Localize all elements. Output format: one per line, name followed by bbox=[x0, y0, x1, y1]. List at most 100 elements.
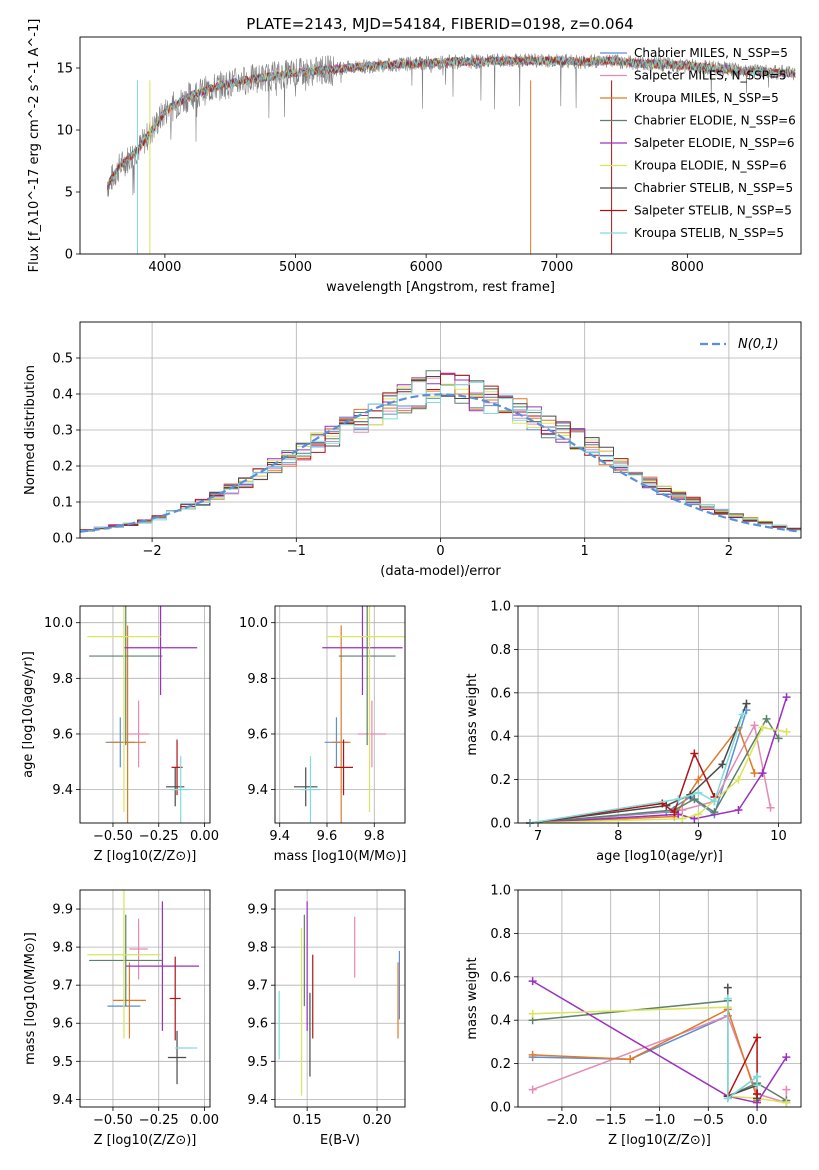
axes-frame bbox=[79, 321, 802, 539]
x-tick-label: 2 bbox=[725, 544, 733, 559]
model-spectrum bbox=[107, 55, 796, 190]
x-tick-label: 9.4 bbox=[269, 829, 290, 844]
axes-frame bbox=[79, 605, 211, 824]
y-tick-label: 0.8 bbox=[490, 643, 511, 658]
y-tick-label: 9.7 bbox=[52, 979, 73, 994]
y-tick-label: 9.8 bbox=[247, 672, 268, 687]
x-tick-label: −1.5 bbox=[595, 1113, 627, 1128]
weight-marker bbox=[694, 775, 703, 784]
x-tick-label: 4000 bbox=[148, 260, 181, 275]
weight-marker bbox=[694, 810, 703, 819]
y-tick-label: 9.8 bbox=[52, 941, 73, 956]
weight-line bbox=[529, 696, 788, 823]
y-tick-label: 9.4 bbox=[52, 783, 73, 798]
weight-marker bbox=[734, 805, 743, 814]
y-tick-label: 9.6 bbox=[247, 727, 268, 742]
weight-marker bbox=[718, 760, 727, 769]
mass-age-panel: 9.4 9.6 9.8 9.4 9.6 9.8 10.0 mass [log10(M/M⊙)] bbox=[239, 605, 406, 864]
weight-marker bbox=[762, 714, 771, 723]
weight-marker bbox=[753, 1089, 762, 1098]
y-tick-label: 5 bbox=[65, 186, 73, 201]
y-axis-label: mass weight bbox=[465, 957, 480, 1039]
x-tick-label: 9 bbox=[694, 829, 702, 844]
x-tick-label: −1 bbox=[287, 544, 306, 559]
x-tick-label: 7000 bbox=[540, 260, 573, 275]
Z-age-panel: −0.50 −0.25 0.00 9.4 9.6 9.8 10.0 Z [log10(Z/Z⊙… bbox=[21, 605, 219, 864]
y-tick-label: 0.2 bbox=[490, 1057, 511, 1072]
x-tick-label: 9.6 bbox=[317, 829, 338, 844]
x-tick-label: 10 bbox=[770, 829, 787, 844]
y-axis-label: age [log10(age/yr)] bbox=[21, 651, 36, 778]
x-tick-label: −0.5 bbox=[693, 1113, 725, 1128]
y-tick-label: 9.9 bbox=[247, 903, 268, 918]
legend-label: Salpeter STELIB, N_SSP=5 bbox=[634, 204, 792, 218]
x-axis-label: wavelength [Angstrom, rest frame] bbox=[326, 280, 555, 295]
weight-marker bbox=[690, 749, 699, 758]
x-tick-label: −0.25 bbox=[139, 1113, 179, 1128]
weight-marker bbox=[753, 1081, 762, 1090]
ebv-mass-panel: 0.15 0.20 9.4 9.5 9.6 9.7 9.8 9.9 E(B-V) bbox=[247, 889, 406, 1148]
y-tick-label: 0.1 bbox=[52, 496, 73, 511]
weight-marker bbox=[782, 1098, 791, 1107]
x-tick-label: −0.50 bbox=[93, 829, 133, 844]
weight-marker bbox=[690, 795, 699, 804]
age-weight-panel: 7 8 9 10 0.0 0.2 0.4 0.6 0.8 1.0 age [log10(age/yr… bbox=[465, 600, 802, 864]
weight-marker bbox=[710, 797, 719, 806]
weight-marker bbox=[528, 1009, 537, 1018]
residual-histogram bbox=[80, 373, 801, 531]
weight-marker bbox=[626, 1055, 635, 1064]
y-tick-label: 9.6 bbox=[52, 1017, 73, 1032]
x-tick-label: 0 bbox=[436, 544, 444, 559]
weight-marker bbox=[753, 1033, 762, 1042]
legend-label: Salpeter MILES, N_SSP=5 bbox=[634, 69, 787, 83]
figure-title: PLATE=2143, MJD=54184, FIBERID=0198, z=0… bbox=[246, 15, 633, 33]
x-tick-label: 5000 bbox=[279, 260, 312, 275]
weight-line bbox=[532, 980, 788, 1104]
weight-marker bbox=[750, 721, 759, 730]
x-tick-label: 0.00 bbox=[190, 829, 219, 844]
y-tick-label: 9.6 bbox=[247, 1017, 268, 1032]
axes-frame bbox=[517, 889, 802, 1108]
y-tick-label: 0.4 bbox=[490, 730, 511, 745]
weight-marker bbox=[750, 769, 759, 778]
y-tick-label: 0.4 bbox=[52, 388, 73, 403]
x-tick-label: 0.15 bbox=[293, 1113, 322, 1128]
y-tick-label: 9.4 bbox=[247, 783, 268, 798]
weight-marker bbox=[782, 1053, 791, 1062]
x-tick-label: −2.0 bbox=[546, 1113, 578, 1128]
y-tick-label: 0.6 bbox=[490, 686, 511, 701]
y-tick-label: 9.5 bbox=[247, 1055, 268, 1070]
x-axis-label: E(B-V) bbox=[320, 1133, 360, 1148]
weight-marker bbox=[528, 977, 537, 986]
y-tick-label: 10.0 bbox=[239, 616, 268, 631]
weight-marker bbox=[758, 723, 767, 732]
x-tick-label: 0.0 bbox=[747, 1113, 768, 1128]
y-tick-label: 0.2 bbox=[52, 460, 73, 475]
gaussian-curve bbox=[79, 393, 802, 533]
weight-line bbox=[727, 998, 758, 1100]
legend-label: Kroupa ELODIE, N_SSP=6 bbox=[634, 159, 787, 173]
Z-mass-panel: −0.50 −0.25 0.00 9.4 9.5 9.6 9.7 9.8 9.9 Z [log10… bbox=[23, 889, 219, 1148]
y-tick-label: 10 bbox=[56, 124, 73, 139]
y-tick-label: 0.5 bbox=[52, 352, 73, 367]
axes-frame bbox=[79, 889, 211, 1108]
residuals-panel: −2 −1 0 1 2 0.0 0.1 0.2 0.3 0.4 0.5 (data-model)/er… bbox=[23, 321, 802, 579]
weight-marker bbox=[723, 1094, 732, 1103]
weight-line bbox=[529, 717, 780, 823]
y-tick-label: 0.4 bbox=[490, 1014, 511, 1029]
weight-marker bbox=[753, 1072, 762, 1081]
weight-marker bbox=[774, 734, 783, 743]
y-tick-label: 15 bbox=[56, 62, 73, 77]
y-tick-label: 10.0 bbox=[44, 616, 73, 631]
weight-marker bbox=[678, 805, 687, 814]
legend-label: Kroupa MILES, N_SSP=5 bbox=[634, 91, 779, 105]
x-axis-label: (data-model)/error bbox=[380, 564, 501, 579]
weight-marker bbox=[723, 994, 732, 1003]
y-axis-label: mass [log10(M/M⊙)] bbox=[23, 932, 38, 1065]
weight-marker bbox=[694, 788, 703, 797]
y-tick-label: 0.0 bbox=[490, 1101, 511, 1116]
axes-frame bbox=[79, 36, 802, 255]
y-tick-label: 9.6 bbox=[52, 727, 73, 742]
legend-label: Kroupa STELIB, N_SSP=5 bbox=[634, 226, 784, 240]
